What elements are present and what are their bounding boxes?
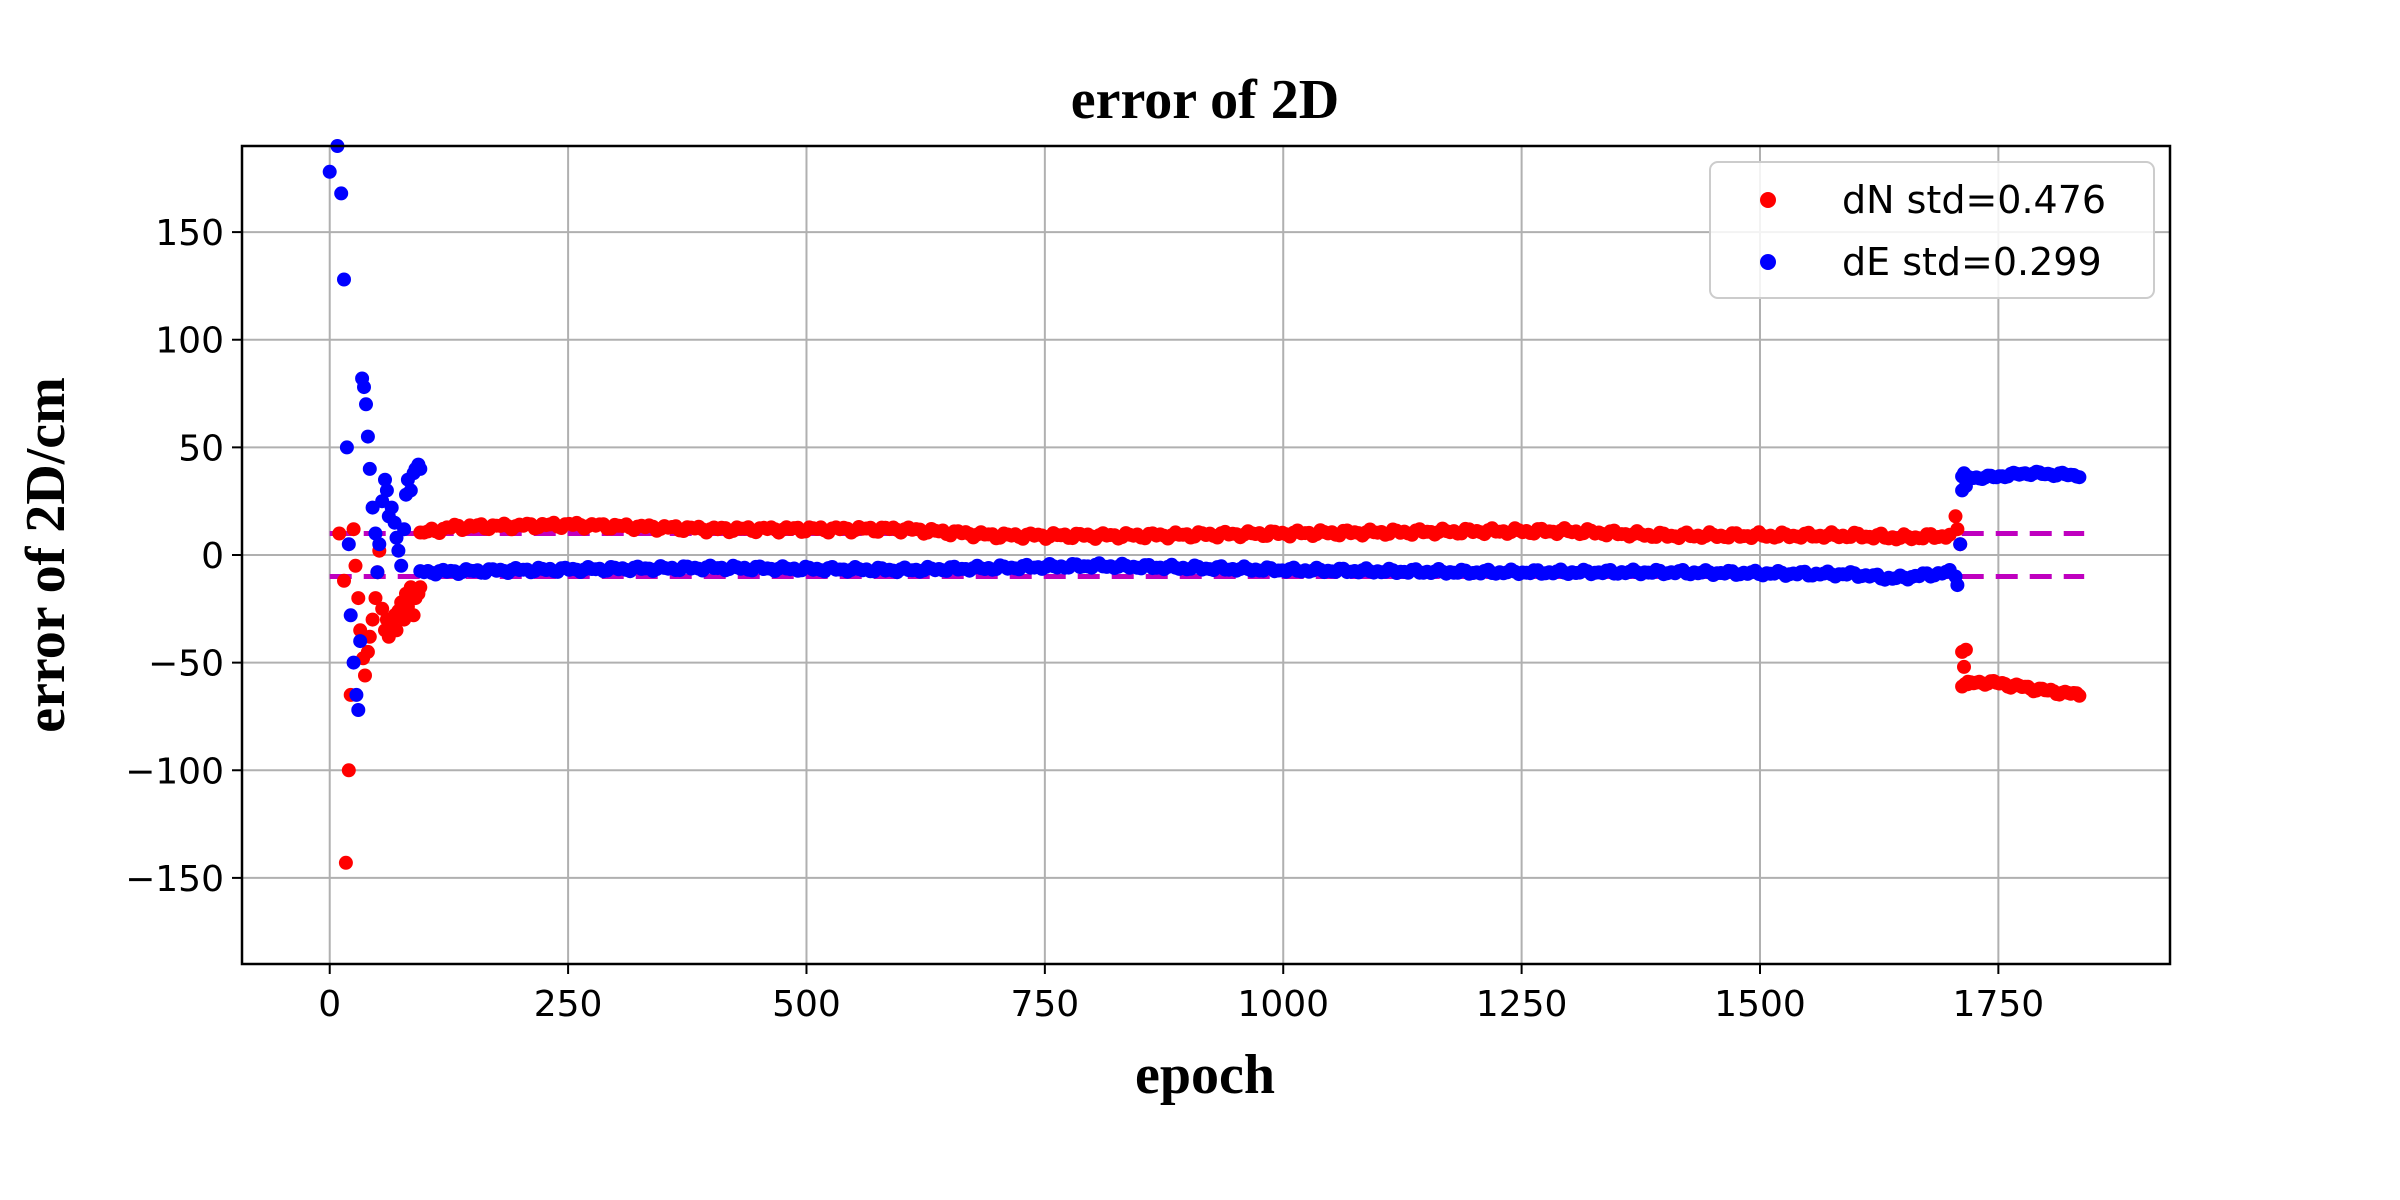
de-point	[379, 483, 394, 498]
dn-point	[337, 573, 351, 588]
dn-point	[1958, 642, 1973, 657]
dn-point	[1960, 677, 1975, 692]
x-tick-label: 1000	[1237, 984, 1329, 1025]
y-tick-label: −50	[148, 644, 224, 685]
de-point	[1958, 479, 1973, 494]
de-point	[346, 655, 361, 670]
de-point	[334, 186, 349, 201]
dn-point	[2072, 688, 2087, 703]
dn-point	[413, 580, 428, 595]
dn-point	[351, 591, 366, 606]
dn-point	[365, 612, 380, 627]
scatter-points	[322, 139, 2087, 870]
de-point	[343, 608, 358, 623]
de-point	[394, 558, 409, 573]
de-point	[378, 472, 392, 487]
de-point	[391, 543, 406, 558]
x-tick-label: 1500	[1714, 984, 1806, 1025]
x-axis-ticks: 0 250 500 750 1000 1250 1500 1750	[318, 964, 2044, 1025]
dn-point	[406, 608, 421, 623]
y-tick-label: −100	[125, 751, 224, 792]
x-tick-label: 500	[772, 984, 841, 1025]
legend-marker-de	[1760, 254, 1776, 270]
dn-point	[358, 668, 372, 683]
dn-point	[348, 558, 363, 573]
y-axis-label: error of 2D/cm	[15, 377, 77, 733]
dn-point	[1957, 659, 1971, 674]
x-axis-label: epoch	[1135, 1044, 1275, 1106]
dn-point	[360, 644, 375, 659]
x-tick-label: 1250	[1476, 984, 1568, 1025]
dn-point	[346, 522, 361, 537]
dn-point	[389, 623, 404, 638]
dn-point	[368, 591, 383, 606]
x-tick-label: 250	[534, 984, 603, 1025]
de-point	[403, 483, 418, 498]
de-point	[341, 537, 356, 552]
de-point	[1950, 578, 1965, 593]
y-tick-label: 0	[201, 536, 224, 577]
de-point	[359, 397, 373, 412]
y-tick-label: −150	[125, 859, 224, 900]
y-tick-label: 150	[155, 213, 224, 254]
x-tick-label: 0	[318, 984, 341, 1025]
de-point	[337, 272, 351, 287]
de-point	[322, 164, 337, 179]
de-point	[2072, 470, 2087, 485]
x-tick-label: 750	[1010, 984, 1079, 1025]
de-point	[1953, 537, 1968, 552]
de-point	[372, 537, 387, 552]
de-point	[349, 687, 364, 702]
legend: dN std=0.476 dE std=0.299	[1709, 161, 2155, 299]
de-point	[368, 526, 383, 541]
legend-marker-dn	[1760, 192, 1776, 208]
de-point	[351, 703, 366, 717]
de-point	[360, 429, 375, 444]
de-point	[384, 500, 399, 515]
dn-point	[338, 855, 353, 870]
chart-title: error of 2D	[1071, 69, 1340, 131]
legend-label-dn: dN std=0.476	[1842, 178, 2106, 222]
dn-point	[341, 763, 356, 778]
dn-point	[332, 526, 347, 541]
de-point	[353, 634, 368, 649]
de-point	[413, 461, 428, 476]
legend-box	[1709, 161, 2155, 299]
de-point	[362, 461, 377, 476]
de-point	[370, 565, 385, 580]
dn-point	[1950, 522, 1965, 537]
dn-point	[375, 601, 390, 616]
de-point	[397, 522, 412, 537]
de-point	[339, 440, 354, 455]
de-point	[1957, 466, 1971, 481]
de-point	[357, 380, 371, 395]
y-tick-label: 100	[155, 321, 224, 362]
legend-label-de: dE std=0.299	[1842, 240, 2102, 284]
x-tick-label: 1750	[1953, 984, 2045, 1025]
dn-point	[1948, 509, 1963, 524]
y-axis-ticks: 150 100 50 0 −50 −100 −150	[125, 213, 242, 900]
y-tick-label: 50	[178, 428, 224, 469]
